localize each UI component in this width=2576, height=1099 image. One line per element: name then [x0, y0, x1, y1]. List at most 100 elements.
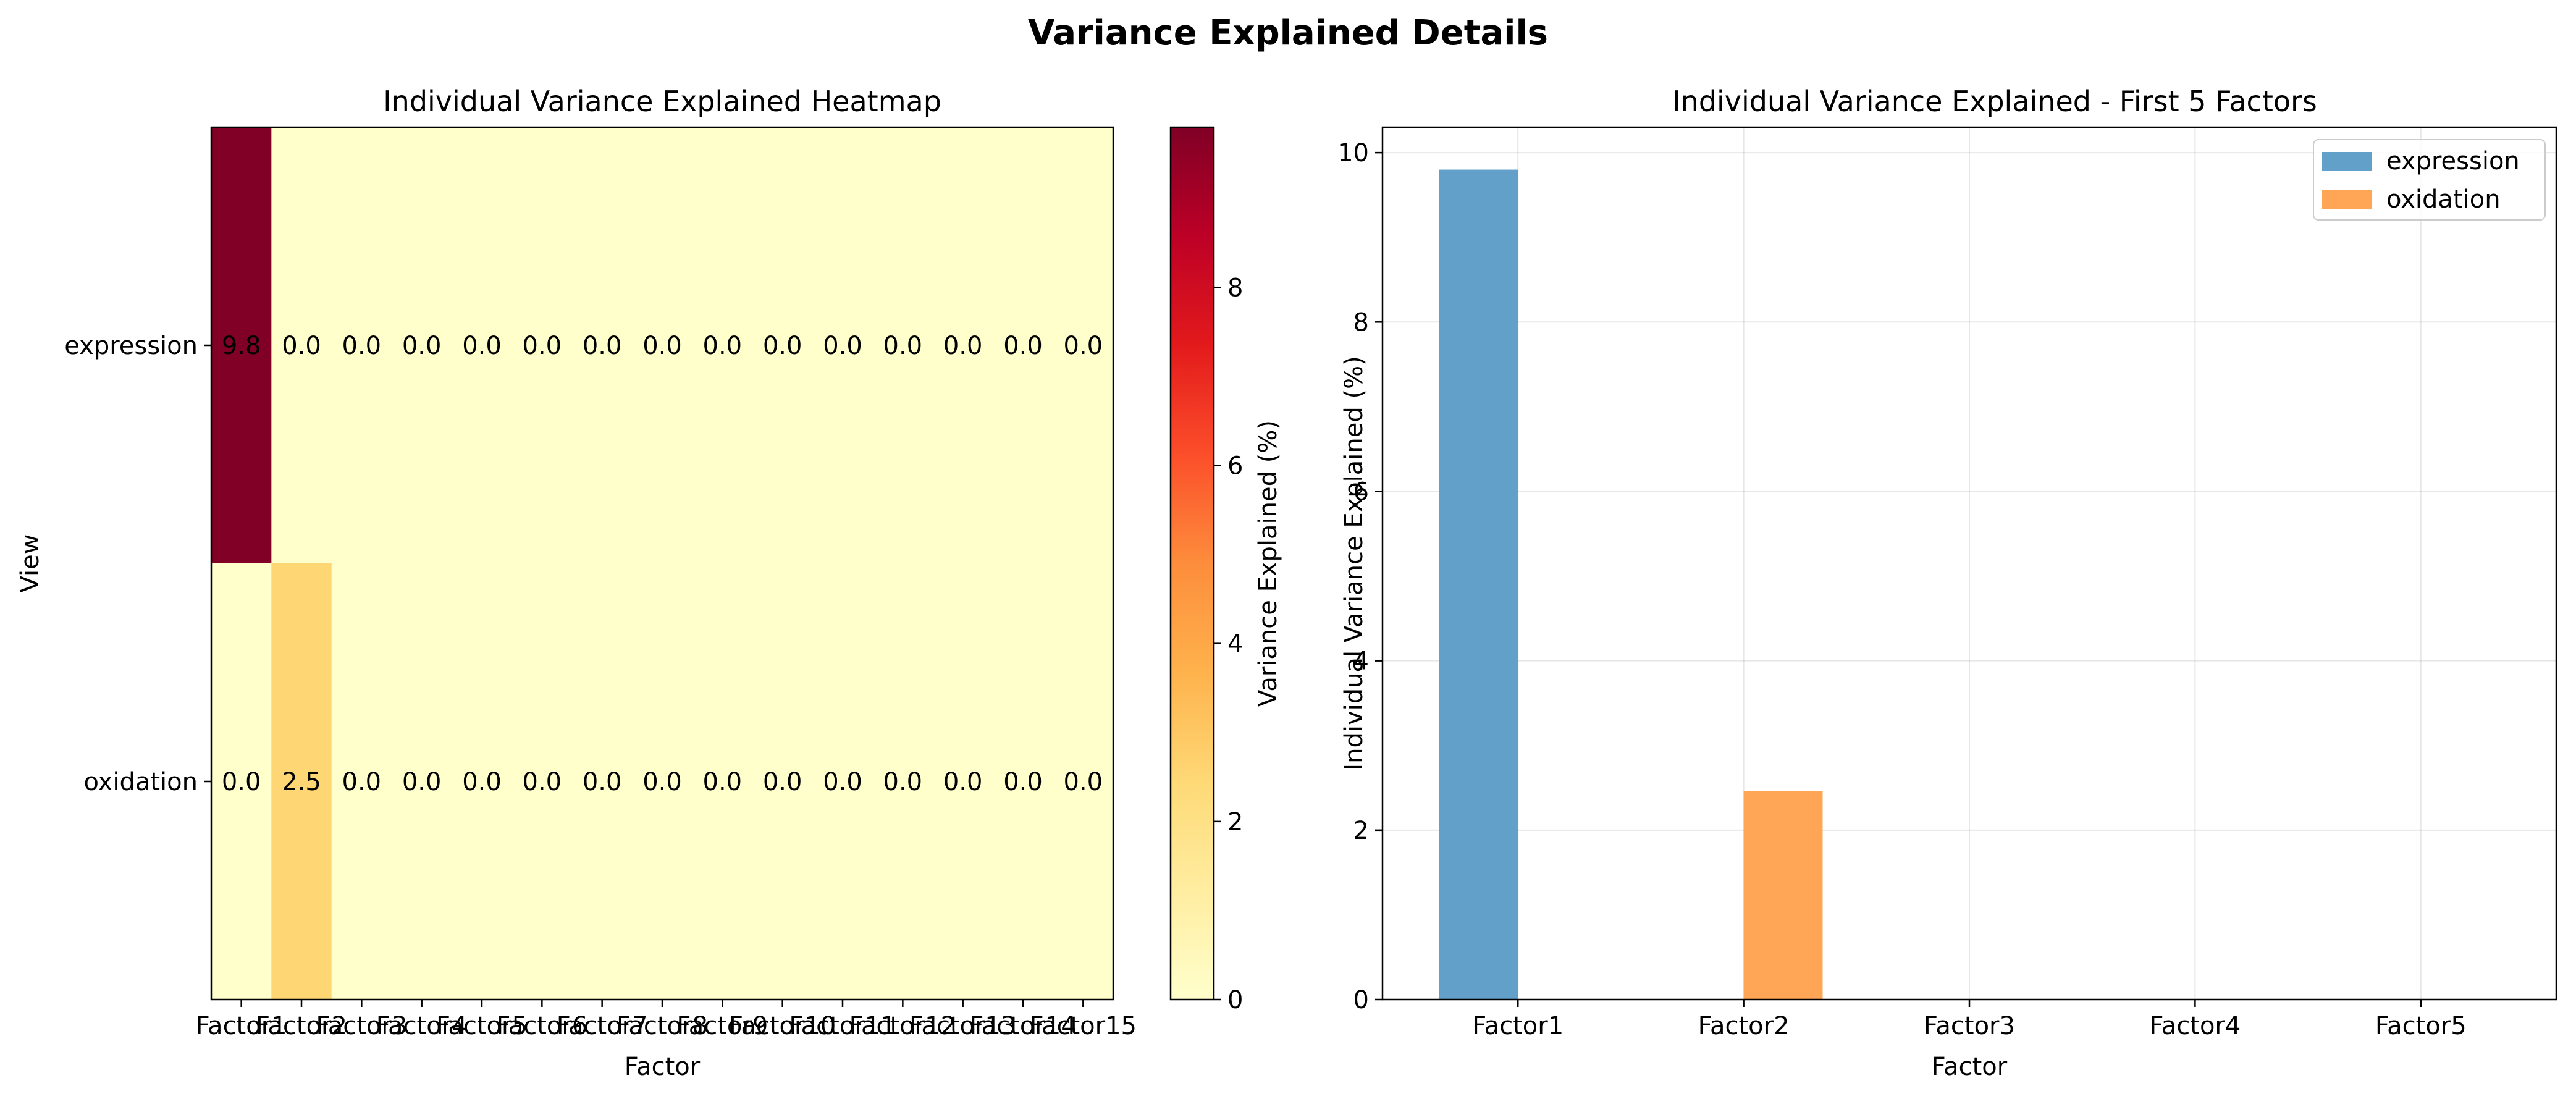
- heatmap-cell: [271, 563, 332, 1000]
- heatmap-cell: [331, 127, 392, 564]
- heatmap-cell: [1053, 127, 1114, 564]
- bar-panel: Individual Variance Explained - First 5 …: [1337, 85, 2557, 1081]
- bar-expression: [1439, 169, 1518, 1000]
- heatmap-cell: [752, 563, 813, 1000]
- heatmap-cell: [572, 563, 633, 1000]
- colorbar-ticks: 0 2 4 6 8: [1214, 274, 1243, 1014]
- heatmap-cell-label: 0.0: [583, 768, 622, 796]
- heatmap-cell-label: 0.0: [1064, 768, 1103, 796]
- heatmap-cell-label: 9.8: [222, 332, 261, 360]
- colorbar-tick-label: 0: [1227, 986, 1243, 1014]
- colorbar-label: Variance Explained (%): [1254, 420, 1282, 707]
- heatmap-cell-label: 2.5: [282, 768, 321, 796]
- bar-y-tick-label: 0: [1353, 986, 1369, 1014]
- heatmap-cell-label: 0.0: [402, 332, 442, 360]
- bar-y-tick-label: 6: [1353, 478, 1369, 506]
- bar-oxidation: [1743, 791, 1823, 1000]
- bar-x-tick-label: Factor2: [1698, 1012, 1790, 1040]
- bar-title: Individual Variance Explained - First 5 …: [1672, 85, 2317, 118]
- heatmap-cell-label: 0.0: [1003, 768, 1043, 796]
- heatmap-x-tick-label: Factor6: [496, 1012, 587, 1040]
- heatmap-y-tick-label: expression: [64, 332, 198, 360]
- heatmap-cell: [572, 127, 633, 564]
- bar-legend-label: expression: [2386, 147, 2520, 175]
- heatmap-cell: [452, 563, 513, 1000]
- heatmap-x-tick-label: Factor5: [436, 1012, 528, 1040]
- bar-xlabel: Factor: [1932, 1053, 2008, 1081]
- heatmap-panel: Individual Variance Explained Heatmap 9.…: [16, 85, 1137, 1081]
- heatmap-cell: [331, 563, 392, 1000]
- heatmap-cell-label: 0.0: [342, 768, 382, 796]
- heatmap-cell: [692, 127, 753, 564]
- heatmap-cell: [812, 563, 873, 1000]
- heatmap-cell: [812, 127, 873, 564]
- heatmap-cell-label: 0.0: [462, 332, 502, 360]
- heatmap-cell-label: 0.0: [823, 768, 862, 796]
- heatmap-cell-label: 0.0: [462, 768, 502, 796]
- heatmap-cell-label: 0.0: [282, 332, 321, 360]
- heatmap-x-tick-label: Factor12: [849, 1012, 956, 1040]
- heatmap-cell-label: 0.0: [402, 768, 442, 796]
- bar-legend-swatch: [2322, 190, 2372, 209]
- heatmap-cell-labels: 9.8 0.0 0.0 0.0 0.0 0.0 0.0 0.0 0.0 0.0 0.0 0.0 0.0 0…: [222, 332, 1103, 796]
- bar-y-ticks: 0 2 4 6 8 10: [1337, 139, 1383, 1014]
- heatmap-xlabel: Factor: [625, 1053, 701, 1081]
- heatmap-cell-label: 0.0: [823, 332, 862, 360]
- colorbar-tick-label: 2: [1227, 808, 1243, 836]
- heatmap-cell-label: 0.0: [642, 332, 682, 360]
- heatmap-cell-label: 0.0: [1003, 332, 1043, 360]
- heatmap-y-tick-label: oxidation: [83, 768, 198, 796]
- heatmap-cell: [511, 563, 573, 1000]
- heatmap-x-tick-label: Factor15: [1030, 1012, 1137, 1040]
- heatmap-x-tick-label: Factor14: [969, 1012, 1076, 1040]
- heatmap-cell: [933, 127, 993, 564]
- heatmap-cell-label: 0.0: [523, 332, 562, 360]
- colorbar-tick-label: 8: [1227, 274, 1243, 302]
- heatmap-cell-label: 0.0: [523, 768, 562, 796]
- heatmap-x-tick-label: Factor2: [256, 1012, 347, 1040]
- heatmap-ylabel: View: [16, 534, 44, 593]
- heatmap-x-tick-label: Factor4: [376, 1012, 468, 1040]
- colorbar: 0 2 4 6 8 Variance Explained (%): [1169, 126, 1282, 1014]
- heatmap-cell: [511, 127, 573, 564]
- heatmap-cell-label: 0.0: [763, 332, 802, 360]
- heatmap-cell: [211, 127, 272, 564]
- heatmap-x-tick-label: Factor10: [729, 1012, 836, 1040]
- heatmap-cell: [211, 563, 272, 1000]
- bar-y-tick-label: 10: [1337, 139, 1369, 167]
- heatmap-y-ticks: expression oxidation: [64, 332, 211, 796]
- heatmap-x-tick-label: Factor3: [316, 1012, 407, 1040]
- heatmap-cell-label: 0.0: [222, 768, 261, 796]
- heatmap-cell: [993, 563, 1054, 1000]
- colorbar-gradient: [1169, 126, 1215, 1001]
- heatmap-cell: [392, 127, 452, 564]
- heatmap-cell: [632, 563, 693, 1000]
- heatmap-cell: [452, 127, 513, 564]
- heatmap-x-tick-label: Factor9: [676, 1012, 768, 1040]
- bar-marks: [1439, 169, 1823, 1000]
- bar-ylabel: Individual Variance Explained (%): [1340, 356, 1368, 770]
- heatmap-cell-label: 0.0: [883, 332, 923, 360]
- bar-y-tick-label: 4: [1353, 647, 1369, 676]
- heatmap-cell-label: 0.0: [763, 768, 802, 796]
- bar-y-tick-label: 8: [1353, 308, 1369, 337]
- heatmap-cells: [211, 127, 1114, 1000]
- heatmap-cell: [271, 127, 332, 564]
- bar-x-tick-label: Factor3: [1924, 1012, 2015, 1040]
- bar-x-tick-label: Factor1: [1472, 1012, 1564, 1040]
- heatmap-x-tick-label: Factor11: [789, 1012, 896, 1040]
- heatmap-cell: [872, 127, 933, 564]
- heatmap-title: Individual Variance Explained Heatmap: [383, 85, 941, 118]
- colorbar-tick-label: 6: [1227, 452, 1243, 481]
- heatmap-cell-label: 0.0: [943, 768, 983, 796]
- heatmap-cell-label: 0.0: [583, 332, 622, 360]
- heatmap-cell-label: 0.0: [342, 332, 382, 360]
- heatmap-x-tick-label: Factor8: [617, 1012, 708, 1040]
- bar-x-tick-label: Factor5: [2375, 1012, 2467, 1040]
- heatmap-cell-label: 0.0: [703, 768, 743, 796]
- heatmap-cell: [752, 127, 813, 564]
- heatmap-cell-label: 0.0: [943, 332, 983, 360]
- bar-legend-swatch: [2322, 152, 2372, 171]
- heatmap-cell: [872, 563, 933, 1000]
